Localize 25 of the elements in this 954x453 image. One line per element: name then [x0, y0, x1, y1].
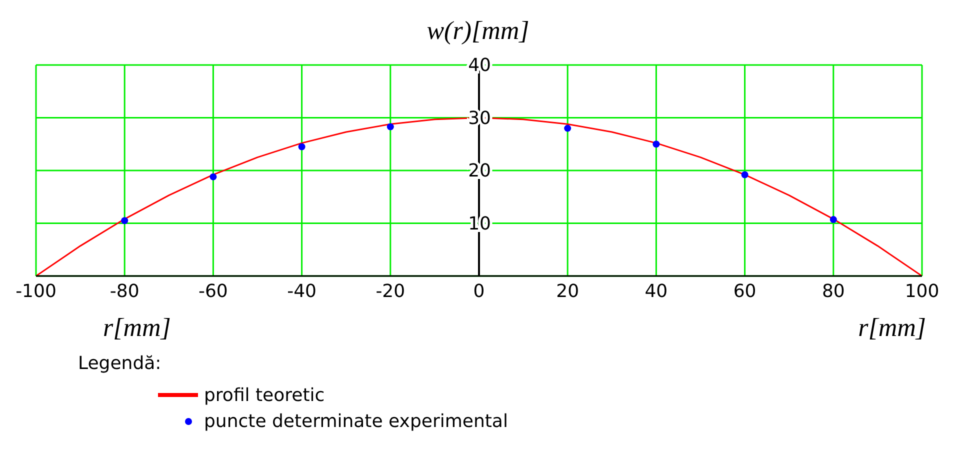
- x-tick-label: -60: [198, 280, 228, 302]
- x-tick-label: -20: [376, 280, 406, 302]
- y-axis-title: w(r)[mm]: [426, 16, 530, 46]
- text: r[mm]: [858, 313, 926, 343]
- legend-label: puncte determinate experimental: [204, 410, 508, 432]
- x-axis-title: r[mm]: [103, 313, 171, 343]
- x-tick-label: 20: [556, 280, 580, 302]
- x-tick-label: 80: [822, 280, 845, 302]
- x-tick-label: 100: [904, 280, 940, 302]
- x-tick-label: 40: [644, 280, 668, 302]
- x-tick-label: -80: [110, 280, 140, 302]
- point: [830, 216, 837, 224]
- point: [298, 143, 306, 150]
- point: [121, 217, 128, 224]
- x-tick-label: 60: [733, 280, 756, 302]
- point: [741, 171, 748, 178]
- x-tick-label: -100: [16, 280, 56, 302]
- point: [564, 124, 572, 132]
- x-tick-label: -40: [287, 280, 317, 302]
- legend-label: profil teoretic: [204, 384, 325, 406]
- point: [210, 173, 217, 180]
- x-tick-label: 0: [473, 280, 485, 302]
- legend-title: Legendă:: [78, 353, 162, 374]
- point: [386, 123, 394, 130]
- point: [652, 140, 660, 148]
